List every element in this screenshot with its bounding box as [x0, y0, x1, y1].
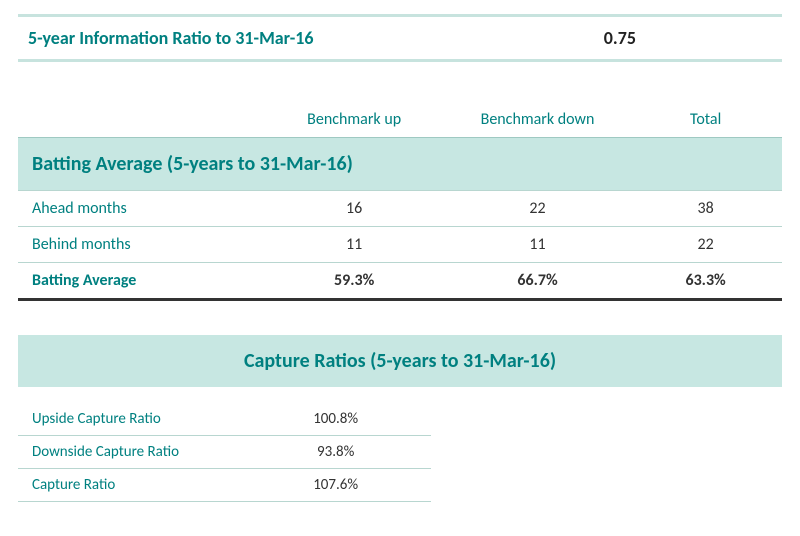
cell: 38 — [629, 191, 782, 227]
table-row: Downside Capture Ratio 93.8% — [18, 436, 431, 469]
info-ratio-block: 5-year Information Ratio to 31-Mar-16 0.… — [18, 14, 782, 62]
cell: 22 — [446, 191, 629, 227]
cell: 93.8% — [241, 436, 431, 469]
table-row: Behind months 11 11 22 — [18, 227, 782, 263]
capture-ratios-table: Upside Capture Ratio 100.8% Downside Cap… — [18, 403, 431, 502]
cell: 16 — [262, 191, 445, 227]
cell: 11 — [262, 227, 445, 263]
batting-title-row: Batting Average (5-years to 31-Mar-16) — [18, 138, 782, 191]
table-row: Ahead months 16 22 38 — [18, 191, 782, 227]
col-blank — [18, 96, 262, 138]
capture-ratios-section: Capture Ratios (5-years to 31-Mar-16) Up… — [18, 335, 782, 502]
row-label: Downside Capture Ratio — [18, 436, 241, 469]
info-ratio-value: 0.75 — [458, 27, 782, 49]
cell: 22 — [629, 227, 782, 263]
cell: 63.3% — [629, 263, 782, 300]
cell: 100.8% — [241, 403, 431, 436]
batting-average-section: Batting Average (5-years to 31-Mar-16) B… — [18, 96, 782, 301]
batting-average-table: Batting Average (5-years to 31-Mar-16) B… — [18, 96, 782, 301]
batting-title: Batting Average (5-years to 31-Mar-16) — [18, 138, 782, 191]
row-label: Upside Capture Ratio — [18, 403, 241, 436]
table-row: Upside Capture Ratio 100.8% — [18, 403, 431, 436]
info-ratio-label: 5-year Information Ratio to 31-Mar-16 — [28, 27, 458, 49]
table-row: Capture Ratio 107.6% — [18, 469, 431, 502]
row-label: Ahead months — [18, 191, 262, 227]
capture-title: Capture Ratios (5-years to 31-Mar-16) — [18, 335, 782, 387]
batting-header-row: Benchmark up Benchmark down Total — [18, 96, 782, 138]
col-bench-down: Benchmark down — [446, 96, 629, 138]
cell: 107.6% — [241, 469, 431, 502]
cell: 66.7% — [446, 263, 629, 300]
row-label: Capture Ratio — [18, 469, 241, 502]
row-label: Batting Average — [18, 263, 262, 300]
batting-summary-row: Batting Average 59.3% 66.7% 63.3% — [18, 263, 782, 300]
col-bench-up: Benchmark up — [262, 96, 445, 138]
info-ratio-row: 5-year Information Ratio to 31-Mar-16 0.… — [18, 14, 782, 62]
capture-table-wrap: Upside Capture Ratio 100.8% Downside Cap… — [18, 403, 431, 502]
cell: 59.3% — [262, 263, 445, 300]
cell: 11 — [446, 227, 629, 263]
row-label: Behind months — [18, 227, 262, 263]
col-total: Total — [629, 96, 782, 138]
